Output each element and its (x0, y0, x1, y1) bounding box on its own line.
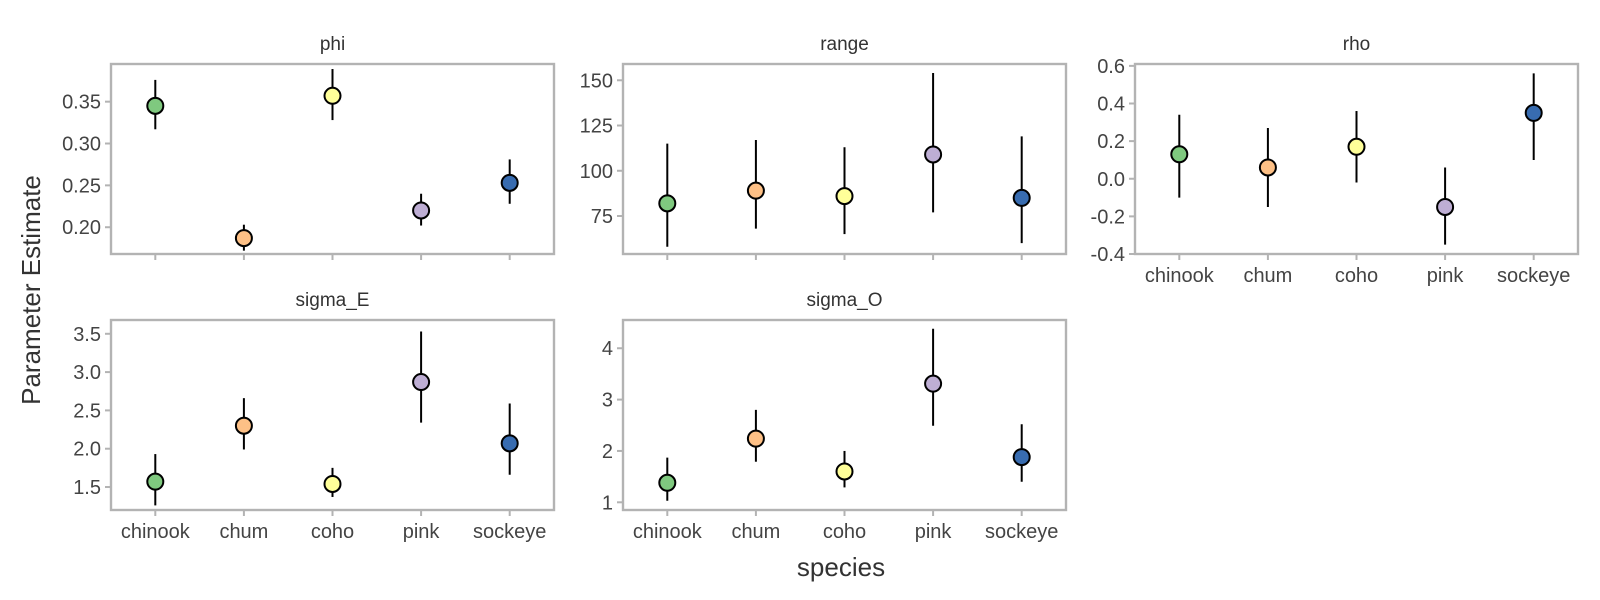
x-tick-label: chinook (633, 521, 703, 543)
x-tick-label: chinook (1145, 265, 1215, 287)
panel-sigma-o: sigma_O 1 2 3 4 chinook chum coho pink sockeye (602, 290, 1068, 543)
point-chinook (658, 473, 677, 492)
x-tick-label: coho (823, 521, 866, 543)
point-pink (924, 145, 943, 164)
y-tick-label: 3.5 (73, 324, 101, 346)
point-coho (323, 86, 342, 105)
panel-title: sigma_O (806, 290, 882, 311)
point-sockeye (500, 173, 519, 192)
y-tick-label: 100 (580, 161, 613, 183)
point-sockeye (1524, 103, 1543, 122)
y-tick-label: 3 (602, 390, 613, 412)
y-tick-label: 2.0 (73, 439, 101, 461)
x-tick-label: coho (311, 521, 354, 543)
panel-phi: phi 0.20 0.25 0.30 0.35 (62, 34, 556, 260)
point-coho (1347, 137, 1366, 156)
y-tick-label: 1 (602, 492, 613, 514)
panel-sigma-e: sigma_E 1.5 2.0 2.5 3.0 3.5 chinook chum coho pin… (73, 290, 556, 543)
x-tick-label: sockeye (473, 521, 546, 543)
point-pink (412, 201, 431, 220)
point-chum (746, 181, 765, 200)
point-chinook (658, 194, 677, 213)
y-tick-label: -0.4 (1091, 244, 1125, 266)
x-tick-label: chum (731, 521, 780, 543)
y-tick-label: 2 (602, 441, 613, 463)
y-tick-label: 4 (602, 338, 613, 360)
x-tick-label: sockeye (1497, 265, 1570, 287)
x-tick-label: chum (1243, 265, 1292, 287)
point-chum (234, 229, 253, 248)
point-chinook (146, 96, 165, 115)
x-tick-label: chinook (121, 521, 191, 543)
panel-title: range (820, 34, 869, 55)
panel-title: rho (1343, 34, 1370, 55)
y-tick-label: 0.35 (62, 92, 101, 114)
point-sockeye (1012, 188, 1031, 207)
y-tick-label: 0.0 (1097, 169, 1125, 191)
point-chinook (146, 472, 165, 491)
point-chum (746, 429, 765, 448)
x-tick-label: coho (1335, 265, 1378, 287)
panel-range: range 75 100 125 150 (580, 34, 1068, 260)
y-tick-label: 0.4 (1097, 94, 1125, 116)
y-tick-label: -0.2 (1091, 206, 1125, 228)
facet-panels: phi 0.20 0.25 0.30 0.35 range 75 100 125 150 rho -0… (62, 34, 1580, 543)
point-coho (835, 187, 854, 206)
point-chum (234, 416, 253, 435)
y-tick-label: 150 (580, 70, 613, 92)
point-coho (323, 474, 342, 493)
point-sockeye (1012, 448, 1031, 467)
y-tick-label: 0.30 (62, 134, 101, 156)
point-pink (924, 374, 943, 393)
panel-rho: rho -0.4 -0.2 0.0 0.2 0.4 0.6 chinook chum coho pi… (1091, 34, 1580, 287)
point-coho (835, 462, 854, 481)
y-tick-label: 2.5 (73, 400, 101, 422)
panel-title: phi (320, 34, 345, 55)
y-tick-label: 0.6 (1097, 56, 1125, 78)
x-axis-title: species (797, 552, 885, 582)
x-tick-label: sockeye (985, 521, 1058, 543)
y-tick-label: 0.25 (62, 175, 101, 197)
y-tick-label: 0.20 (62, 217, 101, 239)
y-tick-label: 0.2 (1097, 131, 1125, 153)
point-sockeye (500, 434, 519, 453)
point-chinook (1170, 145, 1189, 164)
point-pink (1436, 197, 1455, 216)
y-axis-title: Parameter Estimate (16, 175, 46, 405)
point-pink (412, 373, 431, 392)
y-tick-label: 75 (591, 206, 613, 228)
point-chum (1258, 158, 1277, 177)
y-tick-label: 125 (580, 116, 613, 138)
x-tick-label: chum (219, 521, 268, 543)
y-tick-label: 1.5 (73, 477, 101, 499)
x-tick-label: pink (1427, 265, 1465, 287)
x-tick-label: pink (915, 521, 953, 543)
x-tick-label: pink (403, 521, 441, 543)
y-tick-label: 3.0 (73, 362, 101, 384)
panel-title: sigma_E (296, 290, 370, 311)
